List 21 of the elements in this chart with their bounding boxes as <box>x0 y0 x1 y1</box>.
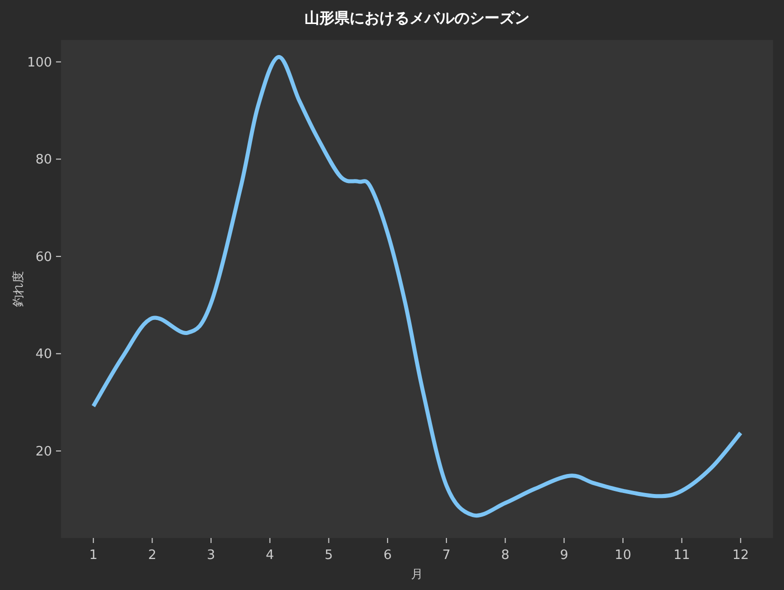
y-tick-label: 60 <box>35 250 52 265</box>
x-tick-label: 3 <box>206 548 216 563</box>
chart-title: 山形県におけるメバルのシーズン <box>304 9 530 27</box>
x-tick-label: 8 <box>501 548 510 563</box>
x-axis-title: 月 <box>411 567 423 581</box>
x-tick-label: 11 <box>674 548 690 563</box>
x-tick-label: 12 <box>732 548 749 563</box>
x-tick-label: 1 <box>89 548 98 563</box>
x-tick-label: 6 <box>383 548 392 563</box>
y-tick-label: 100 <box>27 55 52 70</box>
x-tick-label: 5 <box>324 548 333 563</box>
y-tick-label: 40 <box>35 347 52 362</box>
x-tick-label: 10 <box>614 548 632 563</box>
x-tick-label: 9 <box>560 548 568 563</box>
y-tick-label: 80 <box>35 152 52 168</box>
x-tick-label: 2 <box>148 548 156 563</box>
x-tick-label: 7 <box>442 548 451 563</box>
y-axis-title: 釣れ度 <box>11 271 25 307</box>
line-series <box>91 55 743 518</box>
y-tick-label: 20 <box>35 444 52 460</box>
x-tick-label: 4 <box>266 548 274 563</box>
